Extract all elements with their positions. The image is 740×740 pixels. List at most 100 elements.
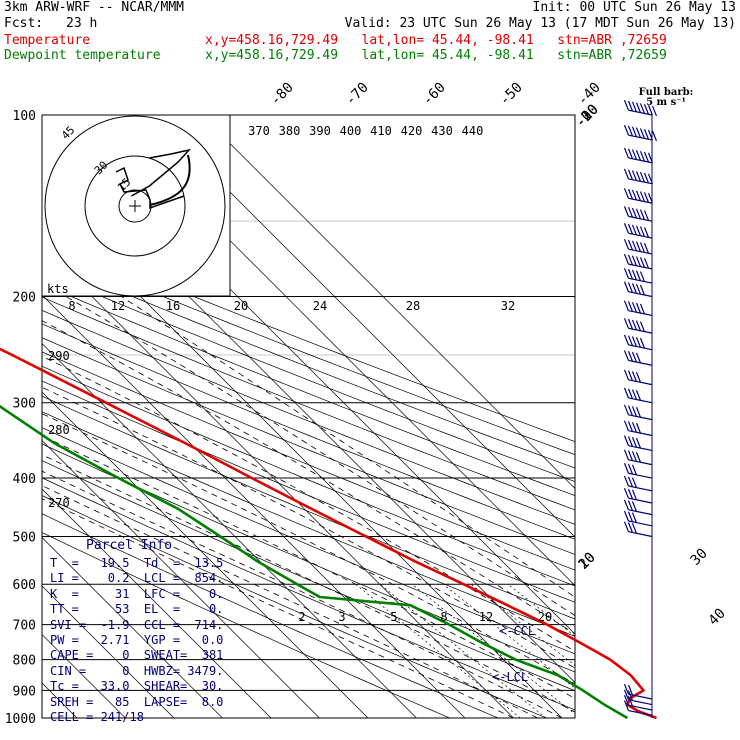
full-barb-unit: 5 m s⁻¹ bbox=[646, 97, 686, 108]
dry-adiabat bbox=[42, 443, 575, 673]
parcel-row: CELL = 241/18 bbox=[50, 710, 144, 724]
parcel-info-title: Parcel Info bbox=[86, 538, 173, 553]
mixing-ratio-line bbox=[355, 583, 521, 718]
pressure-tick-label: 100 bbox=[13, 109, 36, 124]
dry-adiabat bbox=[42, 234, 575, 442]
dry-adiabat bbox=[42, 351, 575, 571]
hodograph-ring bbox=[118, 189, 152, 223]
hodograph-trace-low bbox=[115, 166, 185, 210]
parcel-row: PW = 2.71 YGP = 0.0 bbox=[50, 633, 224, 647]
mixing-ratio-line bbox=[442, 583, 575, 689]
theta-label: 390 bbox=[309, 124, 331, 138]
mixing-ratio-label: 12 bbox=[479, 610, 493, 624]
pressure-tick-label: 500 bbox=[13, 530, 36, 545]
sounding-series bbox=[0, 347, 657, 720]
wind-barbs bbox=[623, 99, 658, 718]
dry-adiabat bbox=[42, 477, 575, 711]
wind-barb bbox=[623, 683, 653, 700]
hodograph-speed-label: 8 bbox=[68, 299, 75, 313]
wind-barb bbox=[623, 99, 658, 117]
hodograph-speed-label: 28 bbox=[406, 299, 420, 313]
mixing-ratio-label: 20 bbox=[538, 610, 552, 624]
dry-adiabat bbox=[42, 258, 575, 469]
dry-adiabat bbox=[42, 395, 575, 620]
hodograph-ring bbox=[44, 115, 226, 297]
wind-barb bbox=[623, 223, 653, 239]
wind-barb bbox=[623, 689, 653, 706]
wind-barb bbox=[623, 510, 653, 527]
wind-barb bbox=[623, 281, 653, 298]
mixing-ratio-label: 3 bbox=[338, 610, 345, 624]
wind-barb bbox=[623, 147, 654, 164]
theta-label: 380 bbox=[279, 124, 301, 138]
parcel-row: K = 31 LFC = 0. bbox=[50, 586, 224, 601]
dry-adiabat bbox=[42, 246, 575, 456]
isotherm bbox=[42, 246, 514, 718]
isotherm bbox=[42, 488, 272, 718]
wind-barb bbox=[623, 435, 653, 452]
dry-adiabat bbox=[42, 296, 575, 511]
pressure-tick-label: 200 bbox=[13, 291, 36, 306]
wind-barb bbox=[623, 188, 654, 204]
dry-adiabat bbox=[42, 283, 575, 497]
parcel-row: Tc = 33.0 SHEAR= 30. bbox=[50, 679, 224, 694]
mixing-ratio-line bbox=[411, 583, 575, 715]
parcel-row: T = 19.5 Td = 13.5 bbox=[50, 556, 224, 570]
wind-barb bbox=[623, 449, 653, 466]
wind-barb bbox=[623, 238, 653, 255]
wind-barb bbox=[623, 404, 653, 421]
isotherm bbox=[42, 585, 175, 718]
dry-adiabat bbox=[42, 380, 575, 603]
wind-barb bbox=[623, 420, 653, 437]
isotherm bbox=[42, 343, 417, 718]
fcst-value: 23 h bbox=[66, 16, 98, 31]
hodograph-speed-label: 24 bbox=[313, 299, 327, 313]
isotherm-label: -80 bbox=[268, 80, 297, 109]
theta-label: 420 bbox=[401, 124, 423, 138]
theta-label: 410 bbox=[370, 124, 392, 138]
isotherm-label: -50 bbox=[497, 80, 526, 109]
dry-adiabat bbox=[42, 365, 575, 587]
model-title: 3km ARW-WRF -- NCAR/MMM bbox=[4, 0, 185, 15]
valid-time: Valid: 23 UTC Sun 26 May 13 (17 MDT Sun … bbox=[344, 16, 736, 31]
pressure-tick-label: 900 bbox=[13, 684, 36, 699]
dry-adiabat bbox=[42, 460, 575, 692]
temperature-line bbox=[0, 347, 657, 720]
wind-barb bbox=[623, 168, 654, 185]
dewpoint-line bbox=[0, 404, 629, 720]
wind-barb bbox=[623, 700, 653, 716]
dry-adiabat bbox=[42, 495, 547, 718]
parcel-info-panel: Parcel Info T = 19.5 Td = 13.5 LI = 0.2 L… bbox=[42, 538, 236, 724]
lcl-marker: <-LCL bbox=[492, 670, 528, 684]
wind-barb bbox=[623, 350, 653, 366]
hodograph-speed-label: 16 bbox=[166, 299, 180, 313]
pressure-tick-label: 700 bbox=[13, 619, 36, 634]
dry-adiabat-label: 280 bbox=[48, 423, 70, 437]
isotherm bbox=[42, 294, 466, 718]
pressure-tick-label: 800 bbox=[13, 654, 36, 669]
isotherm-label: 30 bbox=[688, 546, 711, 569]
wind-barb bbox=[623, 206, 653, 222]
theta-label: 400 bbox=[340, 124, 362, 138]
hodograph-speed-label: 12 bbox=[111, 299, 125, 313]
wind-barb bbox=[623, 695, 653, 711]
mixing-ratio-label: 5 bbox=[390, 610, 397, 624]
parcel-row: LI = 0.2 LCL = 854. bbox=[50, 571, 224, 586]
wind-barb bbox=[623, 475, 653, 492]
hodograph-speed-label: 20 bbox=[234, 299, 248, 313]
parcel-row: CAPE = 0 SWEAT= 381 bbox=[50, 648, 224, 663]
wind-barb bbox=[623, 318, 653, 334]
wind-barb bbox=[623, 521, 653, 538]
dry-adiabat bbox=[42, 513, 499, 718]
hodograph-axis-label: kts bbox=[47, 282, 69, 296]
temperature-station-info: x,y=458.16,729.49 lat,lon= 45.44, -98.41… bbox=[205, 33, 667, 48]
pressure-tick-label: 400 bbox=[13, 472, 36, 487]
init-time: Init: 00 UTC Sun 26 May 13 bbox=[532, 0, 737, 15]
dry-adiabat bbox=[42, 427, 575, 655]
dry-adiabat-label: 290 bbox=[48, 349, 70, 363]
isotherm bbox=[201, 115, 575, 490]
chart-header: 3km ARW-WRF -- NCAR/MMM Init: 00 UTC Sun… bbox=[0, 0, 740, 70]
dry-adiabat bbox=[42, 323, 575, 540]
theta-label: 370 bbox=[248, 124, 270, 138]
ccl-marker: <-CCL bbox=[499, 624, 535, 638]
